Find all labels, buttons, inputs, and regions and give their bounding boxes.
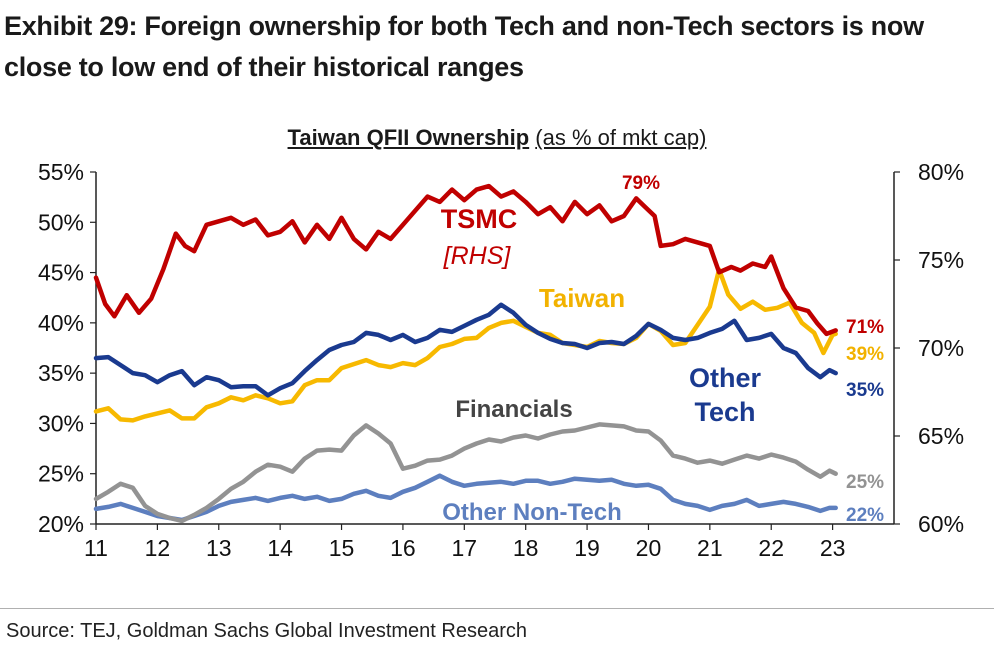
chart-title-sub: (as % of mkt cap): [535, 125, 707, 150]
y-right-tick-label: 70%: [918, 335, 964, 361]
source-note: Source: TEJ, Goldman Sachs Global Invest…: [6, 620, 527, 642]
x-tick-label: 20: [636, 535, 662, 561]
y-left-tick-label: 55%: [38, 159, 84, 185]
divider: [0, 608, 994, 609]
series-line-tsmc: [93, 183, 838, 337]
end-label-other-tech: 35%: [846, 380, 884, 401]
peak-label-tsmc: 79%: [622, 173, 660, 194]
y-right-tick-label: 75%: [918, 247, 964, 273]
annotation-financials: Financials: [455, 396, 572, 423]
y-left-tick-label: 50%: [38, 209, 84, 235]
y-left-tick-label: 25%: [38, 461, 84, 487]
x-tick-label: 15: [329, 535, 355, 561]
end-label-other-non-tech: 22%: [846, 505, 884, 526]
y-left-tick-label: 40%: [38, 310, 84, 336]
x-tick-label: 23: [820, 535, 846, 561]
y-right-tick-label: 65%: [918, 423, 964, 449]
annotation-other-tech-line2: Tech: [694, 397, 755, 427]
x-tick-label: 16: [390, 535, 416, 561]
y-left-tick-label: 45%: [38, 260, 84, 286]
end-label-tsmc: 71%: [846, 317, 884, 338]
annotation-other-tech-line1: Other: [689, 363, 762, 393]
x-tick-label: 11: [84, 535, 108, 561]
y-right-tick-label: 80%: [918, 159, 964, 185]
x-tick-label: 17: [452, 535, 478, 561]
series-line-other-non-tech: [93, 473, 838, 523]
x-tick-label: 18: [513, 535, 539, 561]
x-tick-label: 22: [758, 535, 784, 561]
exhibit-title: Exhibit 29: Foreign ownership for both T…: [4, 11, 924, 82]
x-tick-label: 13: [206, 535, 232, 561]
end-label-taiwan: 39%: [846, 344, 884, 365]
y-left-tick-label: 20%: [38, 511, 84, 537]
x-tick-label: 14: [267, 535, 293, 561]
y-right-tick-label: 60%: [918, 511, 964, 537]
chart-title: Taiwan QFII Ownership (as % of mkt cap): [0, 124, 994, 152]
annotation-tsmc: TSMC: [441, 204, 518, 234]
x-tick-label: 12: [145, 535, 171, 561]
annotation-tsmc-rhs: [RHS]: [443, 242, 512, 270]
y-left-tick-label: 30%: [38, 410, 84, 436]
series-line-financials: [93, 422, 838, 524]
annotation-taiwan: Taiwan: [539, 283, 625, 313]
y-left-tick-label: 35%: [38, 360, 84, 386]
series-line-other-tech: [93, 302, 838, 398]
chart-title-main: Taiwan QFII Ownership: [287, 125, 530, 150]
annotation-other-non-tech: Other Non-Tech: [442, 499, 622, 526]
x-tick-label: 19: [574, 535, 600, 561]
end-label-financials: 25%: [846, 472, 884, 493]
x-tick-label: 21: [697, 535, 723, 561]
series-line-taiwan: [93, 267, 838, 423]
